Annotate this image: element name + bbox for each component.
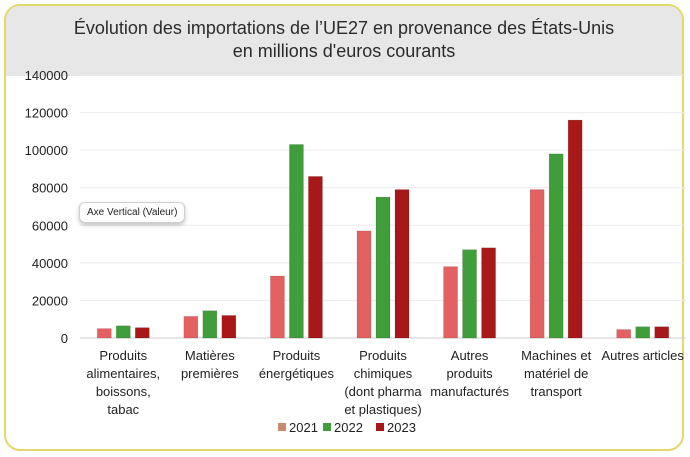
bar-2021 bbox=[529, 189, 545, 339]
bar-2021 bbox=[96, 328, 112, 339]
x-category-label: transport bbox=[530, 384, 582, 399]
axis-tooltip: Axe Vertical (Valeur) bbox=[79, 202, 186, 223]
x-category-label: manufacturés bbox=[430, 384, 509, 399]
x-category-label: Machines et bbox=[521, 348, 591, 363]
x-category-label: produits bbox=[446, 366, 493, 381]
x-category-label: matériel de bbox=[524, 366, 588, 381]
bar-2022 bbox=[635, 326, 651, 339]
bar-2021 bbox=[616, 329, 632, 339]
bar-2023 bbox=[567, 119, 583, 339]
bar-2022 bbox=[462, 249, 477, 339]
legend-label-2021: 2021 bbox=[289, 420, 318, 435]
bar-2023 bbox=[134, 327, 150, 339]
x-category-label: Autres articles bbox=[602, 348, 685, 363]
bar-2022 bbox=[375, 196, 391, 339]
x-category-label: énergétiques bbox=[259, 366, 335, 381]
bar-2022 bbox=[289, 144, 304, 339]
legend-swatch-2022 bbox=[323, 423, 331, 431]
x-category-label: Produits bbox=[359, 348, 407, 363]
y-tick-label: 100000 bbox=[25, 143, 68, 158]
chart-title: Évolution des importations de l’UE27 en … bbox=[73, 18, 615, 38]
bar-2022 bbox=[115, 325, 131, 339]
x-category-label: Produits bbox=[273, 348, 321, 363]
y-tick-label: 40000 bbox=[32, 256, 68, 271]
bar-2023 bbox=[308, 176, 323, 339]
chart-header: Évolution des importations de l’UE27 en … bbox=[6, 6, 682, 76]
y-tick-label: 140000 bbox=[25, 68, 68, 83]
x-category-label: Matières bbox=[185, 348, 235, 363]
x-category-label: boissons, bbox=[96, 384, 151, 399]
x-category-label: tabac bbox=[107, 402, 139, 417]
bar-2022 bbox=[202, 310, 218, 339]
y-tick-label: 0 bbox=[61, 331, 68, 346]
legend-swatch-2021 bbox=[278, 423, 286, 431]
legend-label-2023: 2023 bbox=[387, 420, 416, 435]
bar-2021 bbox=[183, 316, 199, 339]
bar-2023 bbox=[481, 247, 496, 339]
bar-2021 bbox=[443, 266, 458, 339]
x-category-label: chimiques bbox=[354, 366, 413, 381]
x-category-label: Produits bbox=[99, 348, 147, 363]
bar-2021 bbox=[270, 275, 285, 339]
x-category-label: alimentaires, bbox=[86, 366, 160, 381]
x-category-label: et plastiques) bbox=[344, 402, 421, 417]
x-category-label: (dont pharma bbox=[344, 384, 422, 399]
y-tick-label: 80000 bbox=[32, 181, 68, 196]
chart-subtitle: en millions d'euros courants bbox=[232, 41, 456, 61]
y-tick-label: 20000 bbox=[32, 293, 68, 308]
bar-2023 bbox=[394, 189, 410, 339]
legend-label-2022: 2022 bbox=[334, 420, 363, 435]
x-category-label: Autres bbox=[451, 348, 489, 363]
legend-swatch-2023 bbox=[376, 423, 384, 431]
y-tick-label: 120000 bbox=[25, 106, 68, 121]
x-category-label: premières bbox=[181, 366, 239, 381]
bar-2023 bbox=[221, 315, 237, 339]
bar-2021 bbox=[356, 230, 372, 339]
bar-2022 bbox=[548, 153, 564, 339]
bar-2023 bbox=[654, 326, 670, 339]
y-tick-label: 60000 bbox=[32, 218, 68, 233]
